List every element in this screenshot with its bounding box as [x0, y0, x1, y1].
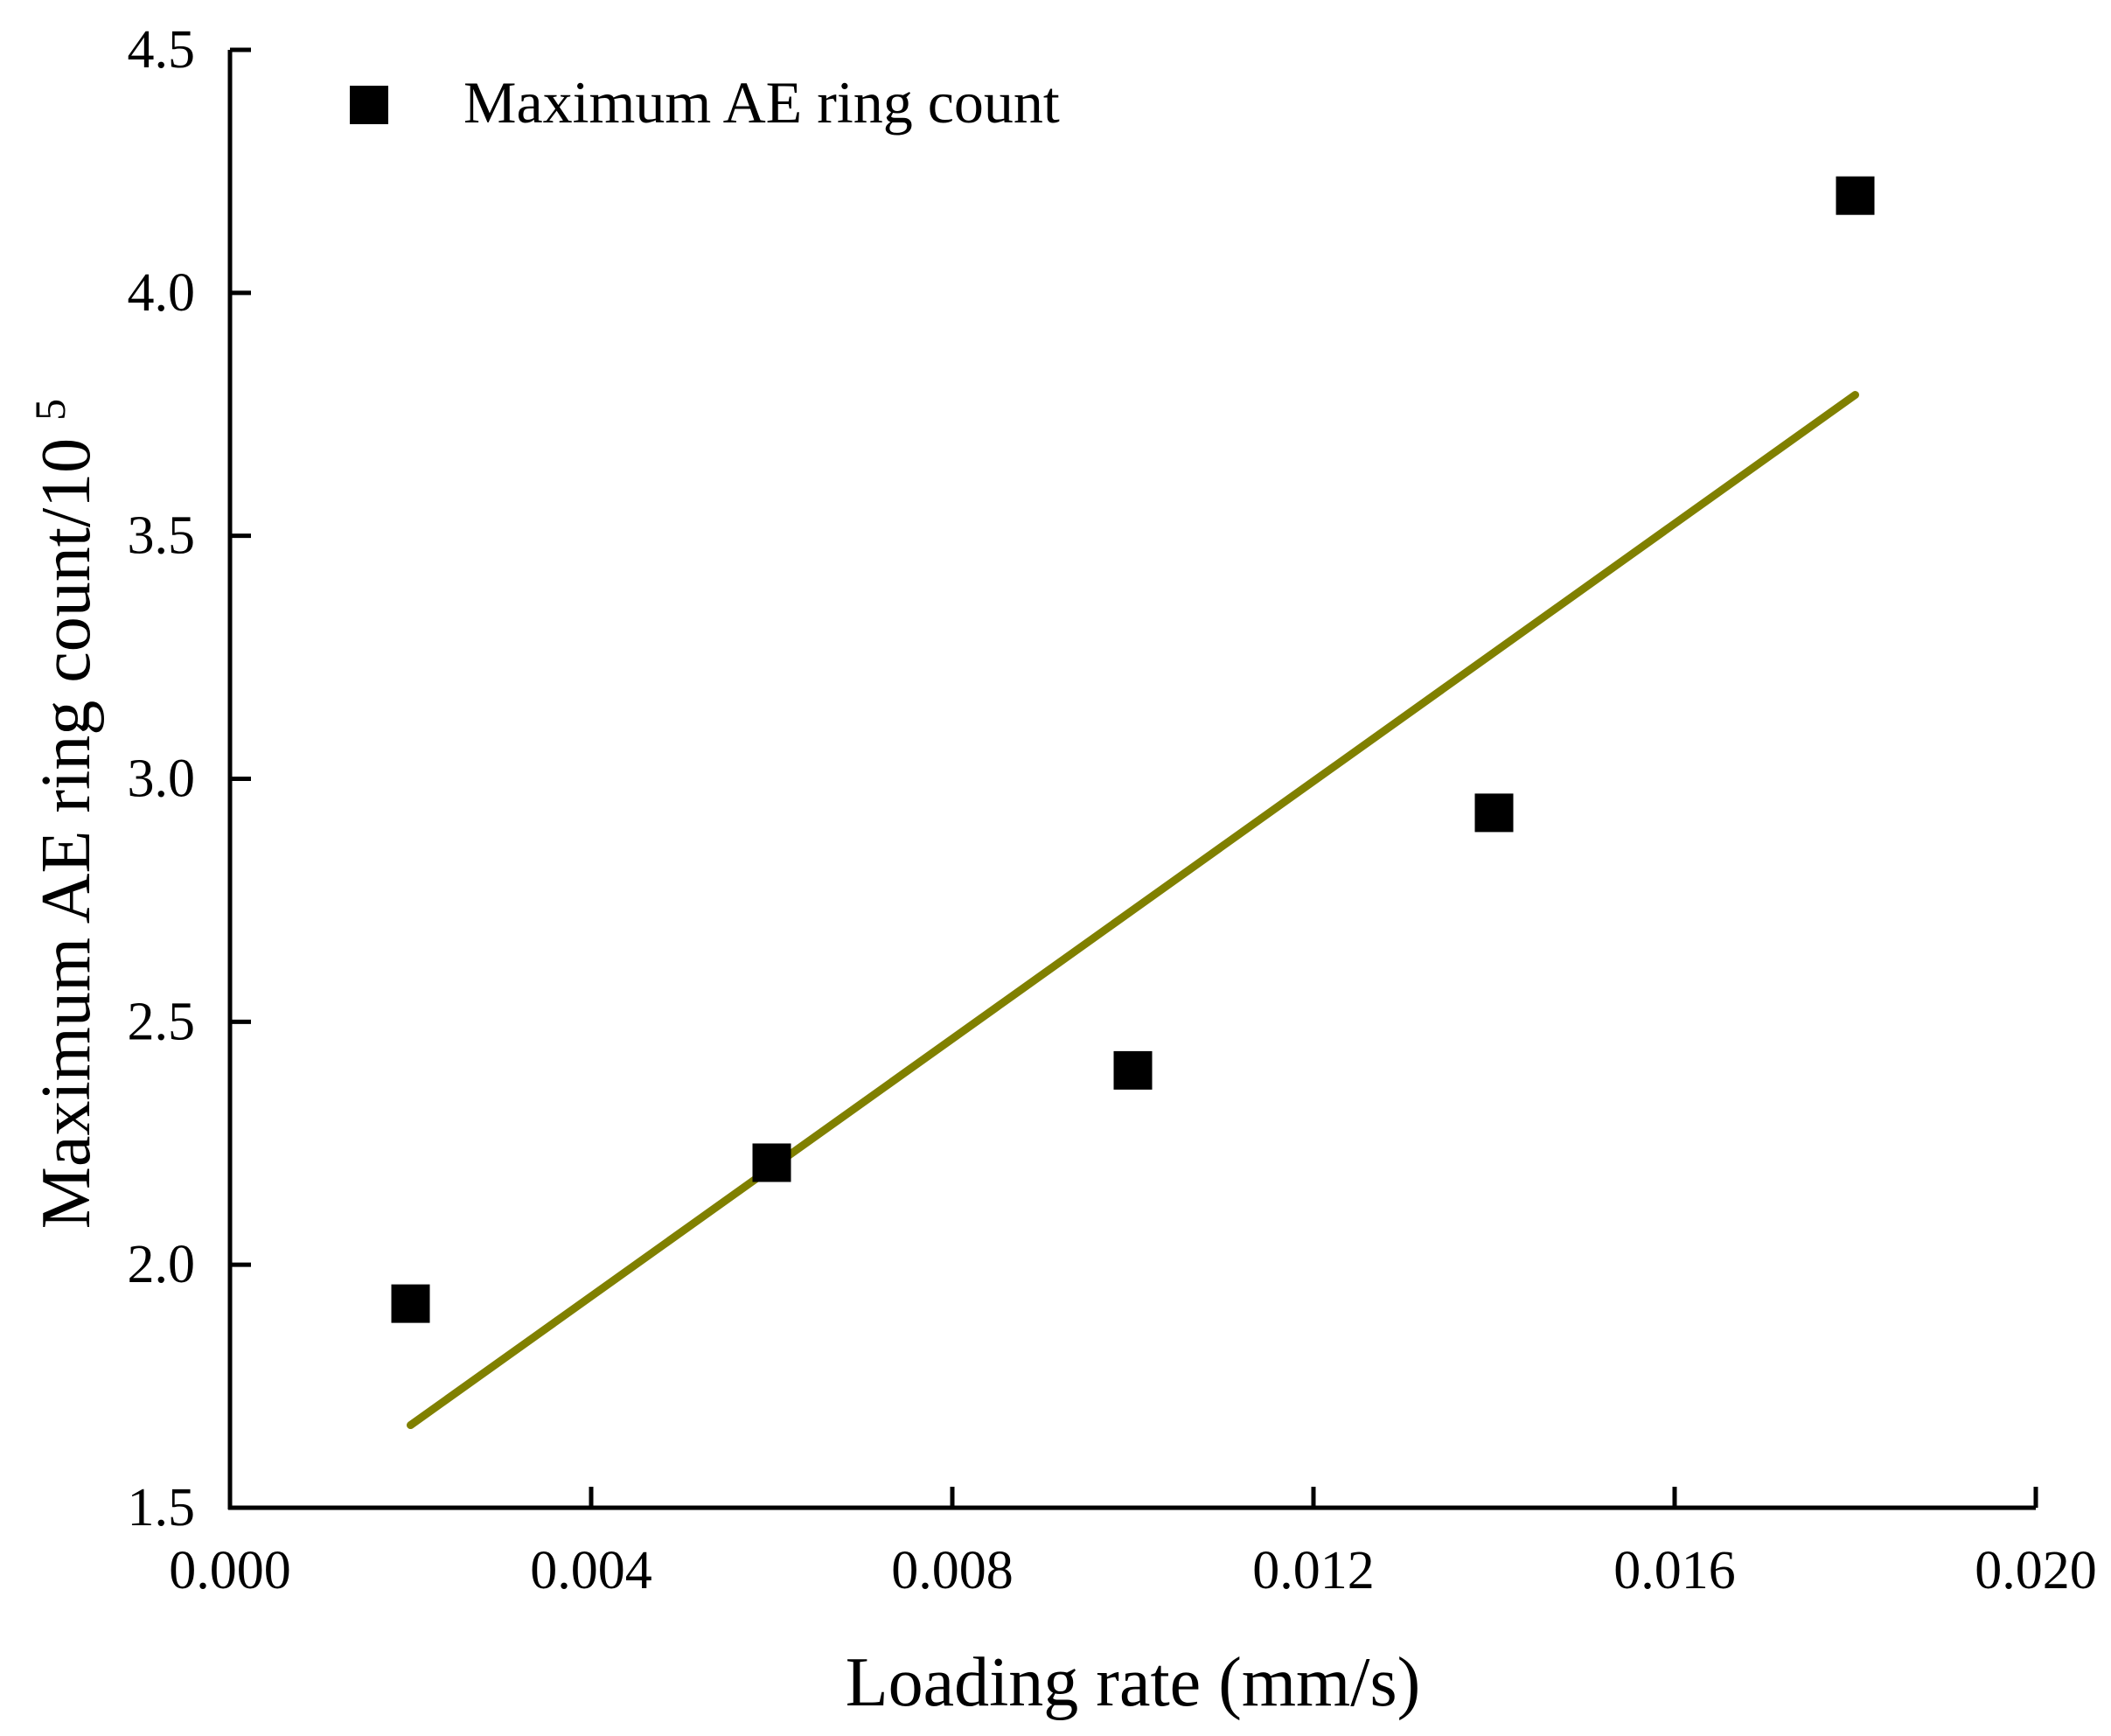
- y-tick-label: 3.5: [128, 506, 196, 566]
- y-axis-label-superscript: 5: [25, 399, 74, 421]
- y-tick-label: 4.0: [128, 263, 196, 323]
- fit-line-layer: [407, 391, 1859, 1430]
- x-tick-label: 0.012: [1252, 1541, 1375, 1600]
- legend-marker-square: [350, 86, 388, 124]
- y-tick-label: 2.5: [128, 992, 196, 1051]
- data-points: [391, 176, 1875, 1323]
- legend-label: Maximum AE ring count: [463, 69, 1060, 136]
- y-axis-label: Maximum AE ring count/10 5: [25, 399, 105, 1229]
- x-axis-label: Loading rate (mm/s): [846, 1644, 1421, 1721]
- ticks: 0.000 0.004 0.008 0.012 0.016 0.020 1.5 2.0 2.5 3…: [128, 20, 2097, 1600]
- data-point: [1836, 176, 1875, 215]
- x-tick-label: 0.004: [530, 1541, 652, 1600]
- y-tick-label: 1.5: [128, 1478, 196, 1537]
- y-tick-label: 3.0: [128, 749, 196, 809]
- linear-fit-line: [407, 391, 1859, 1430]
- data-point: [752, 1143, 791, 1182]
- legend: Maximum AE ring count: [350, 69, 1060, 136]
- x-tick-label: 0.008: [891, 1541, 1014, 1600]
- x-tick-label: 0.016: [1613, 1541, 1736, 1600]
- x-tick-label: 0.000: [169, 1541, 291, 1600]
- data-point: [1474, 793, 1514, 833]
- data-point: [1113, 1050, 1153, 1090]
- axes: [227, 50, 2036, 1510]
- y-tick-label: 4.5: [128, 20, 196, 80]
- y-axis-label-main: Maximum AE ring count/10: [28, 438, 105, 1229]
- y-tick-label: 2.0: [128, 1235, 196, 1294]
- data-point: [391, 1284, 430, 1323]
- x-tick-label: 0.020: [1975, 1541, 2097, 1600]
